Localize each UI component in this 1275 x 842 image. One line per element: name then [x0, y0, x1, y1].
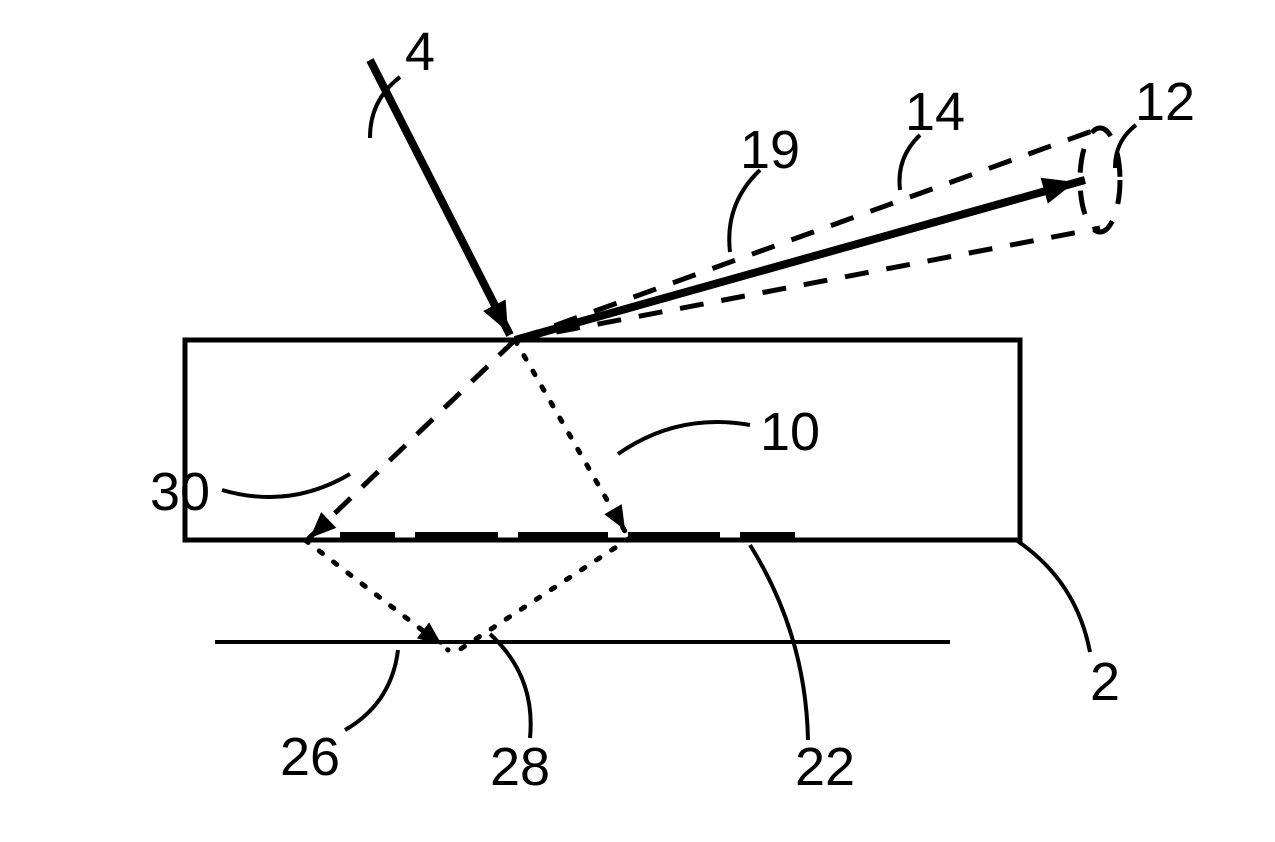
label-30: 30 — [150, 462, 210, 522]
label-2: 2 — [1090, 652, 1120, 712]
leader-28 — [490, 634, 531, 738]
leader-2 — [1016, 540, 1090, 652]
leader-10 — [618, 422, 750, 454]
leader-19 — [729, 170, 760, 252]
label-4: 4 — [405, 22, 435, 82]
incident-ray — [370, 60, 510, 335]
label-12: 12 — [1135, 72, 1195, 132]
label-26: 26 — [280, 727, 340, 787]
figure-labels: 2 4 10 12 14 19 22 26 28 30 — [150, 22, 1195, 797]
label-28: 28 — [490, 737, 550, 797]
reflected-ray — [515, 178, 1085, 340]
leader-14 — [899, 135, 920, 190]
refracted-rays-dotted — [305, 340, 630, 652]
label-19: 19 — [740, 120, 800, 180]
leader-30 — [222, 474, 350, 497]
label-10: 10 — [760, 402, 820, 462]
scatter-cone — [515, 128, 1120, 340]
figure-svg: 2 4 10 12 14 19 22 26 28 30 — [0, 0, 1275, 842]
slab-rect — [185, 340, 1020, 540]
label-14: 14 — [905, 82, 965, 142]
refracted-ray-dashed — [305, 340, 515, 542]
leader-26 — [345, 650, 398, 730]
label-22: 22 — [795, 737, 855, 797]
